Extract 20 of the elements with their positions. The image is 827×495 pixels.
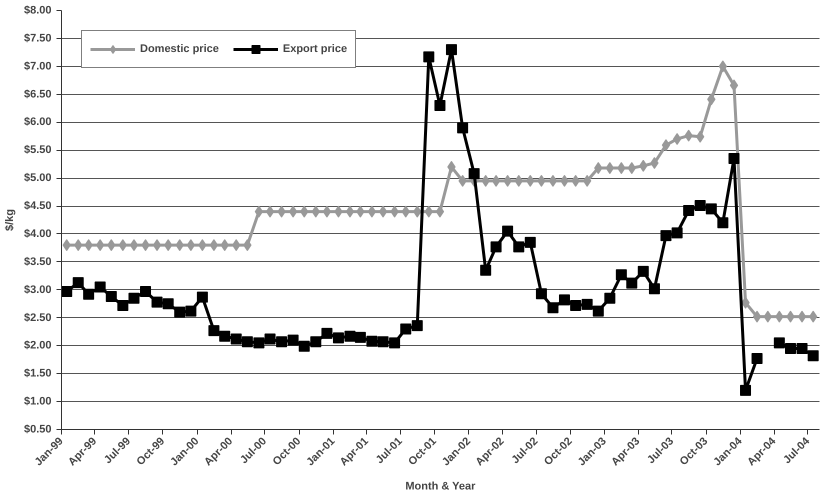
legend-label: Export price [282, 43, 348, 55]
legend-label: Domestic price [140, 43, 219, 55]
y-tick-label: $0.50 [24, 424, 52, 436]
y-tick-label: $5.50 [24, 144, 52, 156]
y-tick-label: $4.00 [24, 228, 52, 240]
y-tick-label: $6.00 [24, 116, 52, 128]
y-tick-label: $2.00 [24, 340, 52, 352]
x-axis-title: Month & Year [405, 480, 476, 493]
y-tick-label: $3.00 [24, 284, 52, 296]
y-tick-label: $5.00 [24, 172, 52, 184]
y-tick-label: $7.50 [24, 32, 52, 44]
y-tick-label: $2.50 [24, 312, 52, 324]
y-axis-title: $/kg [4, 208, 16, 232]
y-tick-label: $3.50 [24, 256, 52, 268]
y-tick-label: $7.00 [24, 60, 52, 72]
y-tick-label: $8.00 [24, 4, 52, 16]
y-tick-label: $1.00 [24, 396, 52, 408]
y-tick-label: $1.50 [24, 368, 52, 380]
y-tick-label: $6.50 [24, 88, 52, 100]
y-tick-label: $4.50 [24, 200, 52, 212]
